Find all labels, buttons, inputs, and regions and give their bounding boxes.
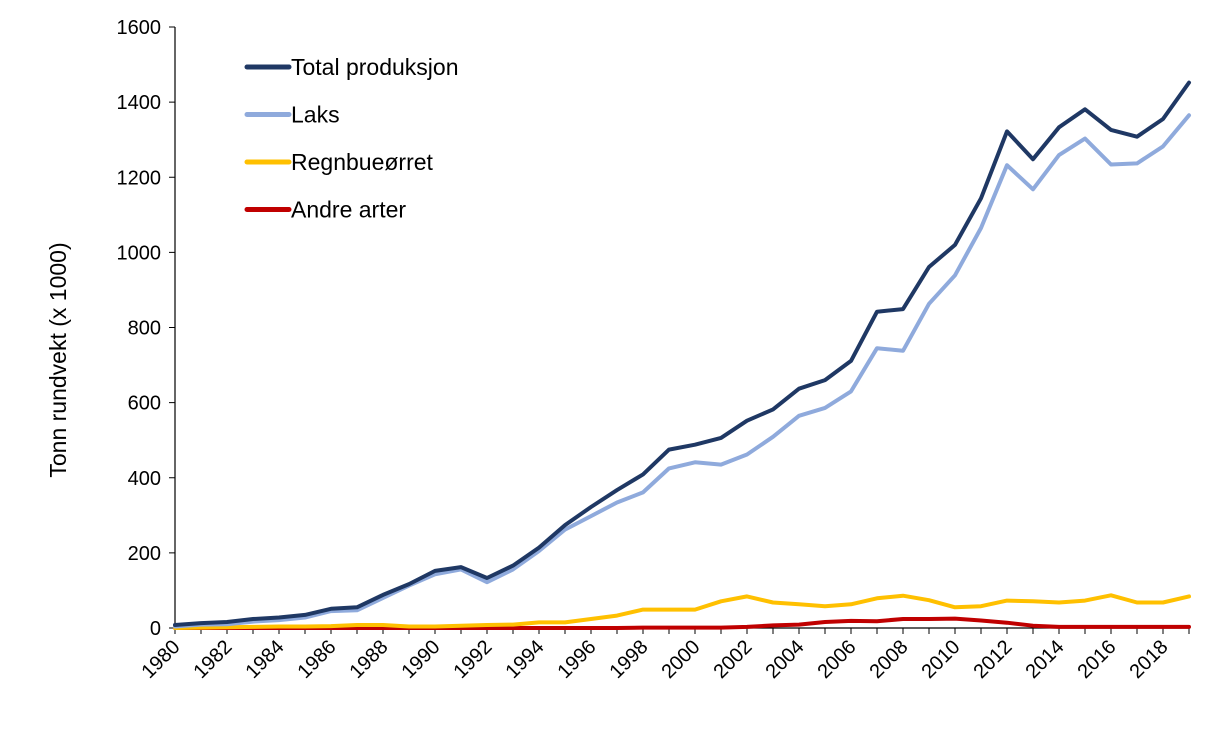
series-line-3 [173, 616, 1191, 630]
y-tick-label: 1000 [117, 242, 162, 264]
legend-label: Andre arter [291, 197, 406, 223]
series-layer [173, 80, 1191, 630]
x-tick-label: 1986 [294, 636, 341, 683]
x-tick-label: 1980 [138, 636, 185, 683]
y-tick-label: 600 [128, 393, 161, 415]
series-line-0 [173, 80, 1191, 627]
x-tick-label: 2012 [970, 636, 1017, 683]
x-tick-label: 1992 [450, 636, 497, 683]
x-tick-label: 2006 [814, 636, 861, 683]
x-tick-label: 1994 [502, 636, 549, 683]
x-tick-label: 2008 [866, 636, 913, 683]
y-tick-label: 0 [150, 618, 161, 640]
x-tick-label: 2014 [1022, 636, 1069, 683]
legend-label: Laks [291, 102, 340, 128]
x-tick-label: 1990 [398, 636, 445, 683]
x-tick-label: 1982 [190, 636, 237, 683]
series-line-2 [173, 593, 1191, 630]
x-tick-label: 2010 [918, 636, 965, 683]
x-tick-label: 2004 [762, 636, 809, 683]
x-tick-label: 1988 [346, 636, 393, 683]
x-tick-label: 1998 [606, 636, 653, 683]
legend-label: Regnbueørret [291, 149, 434, 175]
x-tick-label: 2000 [658, 636, 705, 683]
y-tick-label: 400 [128, 468, 161, 490]
y-axis-title: Tonn rundvekt (x 1000) [45, 242, 71, 477]
x-tick-label: 2016 [1074, 636, 1121, 683]
legend: Total produksjon Laks Regnbueørret Andre ar… [244, 54, 459, 223]
y-tick-label: 1600 [117, 17, 162, 39]
y-tick-label: 1400 [117, 92, 162, 114]
series-line-1 [173, 113, 1191, 629]
y-tick-label: 200 [128, 543, 161, 565]
x-tick-label: 2002 [710, 636, 757, 683]
x-tick-label: 1984 [242, 636, 289, 683]
x-tick-label: 1996 [554, 636, 601, 683]
y-tick-label: 800 [128, 318, 161, 340]
y-tick-label: 1200 [117, 167, 162, 189]
x-tick-label: 2018 [1126, 636, 1173, 683]
legend-label: Total produksjon [291, 54, 459, 80]
